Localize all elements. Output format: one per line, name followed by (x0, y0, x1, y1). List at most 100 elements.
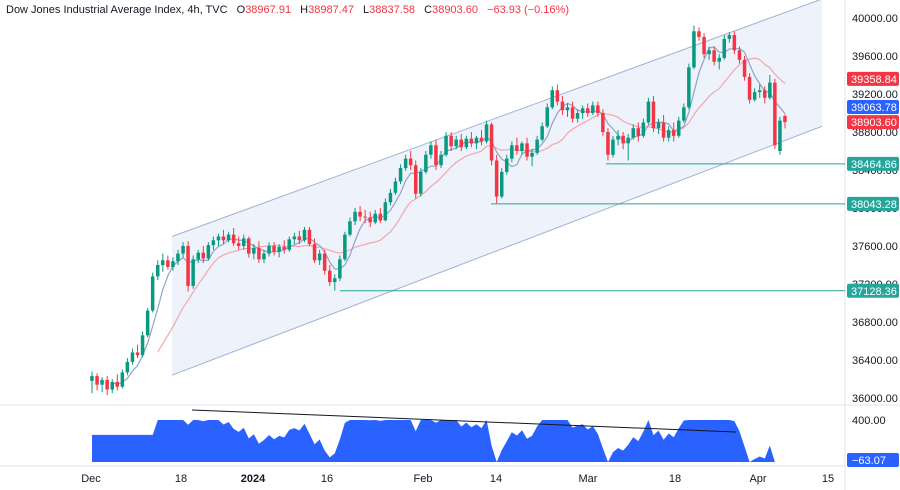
candle-body (125, 361, 130, 373)
candle-body (186, 246, 190, 286)
oscillator-trend-line[interactable] (191, 409, 737, 433)
price-label-tag (847, 71, 899, 86)
candle-body (601, 113, 605, 132)
oscillator-area (92, 420, 785, 462)
candle-body (221, 236, 226, 241)
candle-body (373, 213, 377, 223)
candle-body (358, 211, 362, 217)
candle-body (110, 381, 114, 390)
close-value: 38903.60 (432, 4, 478, 16)
candle-body (176, 253, 180, 262)
candle-body (646, 101, 651, 123)
candle-body (90, 376, 94, 381)
candle-body (206, 245, 211, 259)
candle-body (419, 171, 423, 194)
candle-body (292, 236, 297, 240)
price-label-text: 37128.36 (851, 286, 897, 298)
candle-body (368, 217, 372, 223)
candle-body (510, 145, 514, 159)
high-label: H (300, 4, 309, 16)
low-label: L (363, 4, 370, 16)
candle-body (752, 92, 757, 100)
time-axis-tick-label: Mar (579, 473, 598, 485)
candle-body (505, 158, 509, 172)
candle-body (712, 50, 716, 62)
candle-body (393, 181, 398, 193)
candle-body (570, 107, 575, 119)
price-label-tag (847, 115, 899, 130)
candle-body (768, 82, 772, 98)
candle-body (322, 253, 327, 271)
candle-body (661, 122, 666, 138)
candle-body (641, 122, 646, 136)
price-label-text: 39063.78 (851, 102, 897, 114)
chart-legend: Dow Jones Industrial Average Index, 4h, … (6, 4, 569, 16)
candle-body (282, 246, 286, 250)
candle-body (692, 31, 696, 68)
candle-body (191, 259, 195, 286)
time-axis-tick-label: 14 (490, 473, 502, 485)
candle-body (257, 247, 261, 260)
candle-body (236, 243, 241, 246)
candle-body (666, 130, 671, 138)
candle-body (272, 246, 276, 252)
candle-body (166, 260, 170, 267)
price-axis-tick-label: 39600.00 (852, 51, 898, 63)
price-axis-tick-label: 36000.00 (852, 393, 898, 405)
candle-body (778, 120, 782, 151)
candle-body (555, 90, 560, 102)
candle-body (717, 57, 721, 62)
candle-body (530, 152, 534, 157)
candle-body (763, 90, 767, 98)
candle-body (671, 130, 676, 136)
candle-body (449, 135, 453, 147)
price-label-tag (847, 156, 899, 171)
candle-body (378, 213, 383, 221)
candle-body (545, 107, 549, 127)
candle-body (606, 132, 610, 155)
channel-lower-line[interactable] (171, 125, 823, 376)
candle-body (596, 105, 600, 113)
candle-body (333, 278, 337, 283)
candle-body (348, 221, 352, 235)
candle-body (211, 240, 216, 246)
candle-body (677, 120, 681, 136)
time-axis-tick-label: 15 (822, 473, 834, 485)
price-axis-tick-label: 36400.00 (852, 355, 898, 367)
candle-body (216, 236, 221, 241)
candle-body (444, 135, 448, 155)
candle-body (242, 238, 246, 246)
time-axis-tick-label: Apr (749, 473, 766, 485)
candle-body (317, 253, 322, 261)
candle-body (591, 105, 595, 113)
candle-body (580, 108, 585, 114)
candle-body (403, 158, 408, 169)
price-label-tag (847, 283, 899, 298)
candle-body (742, 59, 747, 77)
candle-body (150, 276, 155, 311)
candle-body (636, 128, 640, 136)
candle-body (525, 143, 529, 157)
candle-body (611, 139, 615, 155)
candle-body (383, 202, 388, 221)
open-label: O (236, 4, 246, 16)
chart-title: Dow Jones Industrial Average Index, 4h, … (6, 4, 228, 16)
candle-body (494, 160, 499, 197)
time-axis-tick-label: 16 (321, 473, 333, 485)
candle-body (707, 50, 711, 55)
oscillator-axis-tick-label: 400.00 (852, 415, 886, 427)
candle-body (464, 138, 469, 148)
candle-body (459, 139, 463, 148)
candle-body (302, 229, 307, 241)
price-label-tag (847, 99, 899, 114)
candle-body (120, 372, 125, 387)
candle-body (267, 246, 271, 254)
candle-body (100, 379, 104, 385)
candle-body (651, 101, 656, 129)
candle-body (621, 135, 625, 144)
candle-body (363, 216, 367, 218)
channel-upper-line[interactable] (171, 0, 822, 237)
candle-body (297, 236, 302, 241)
candle-body (408, 158, 413, 166)
